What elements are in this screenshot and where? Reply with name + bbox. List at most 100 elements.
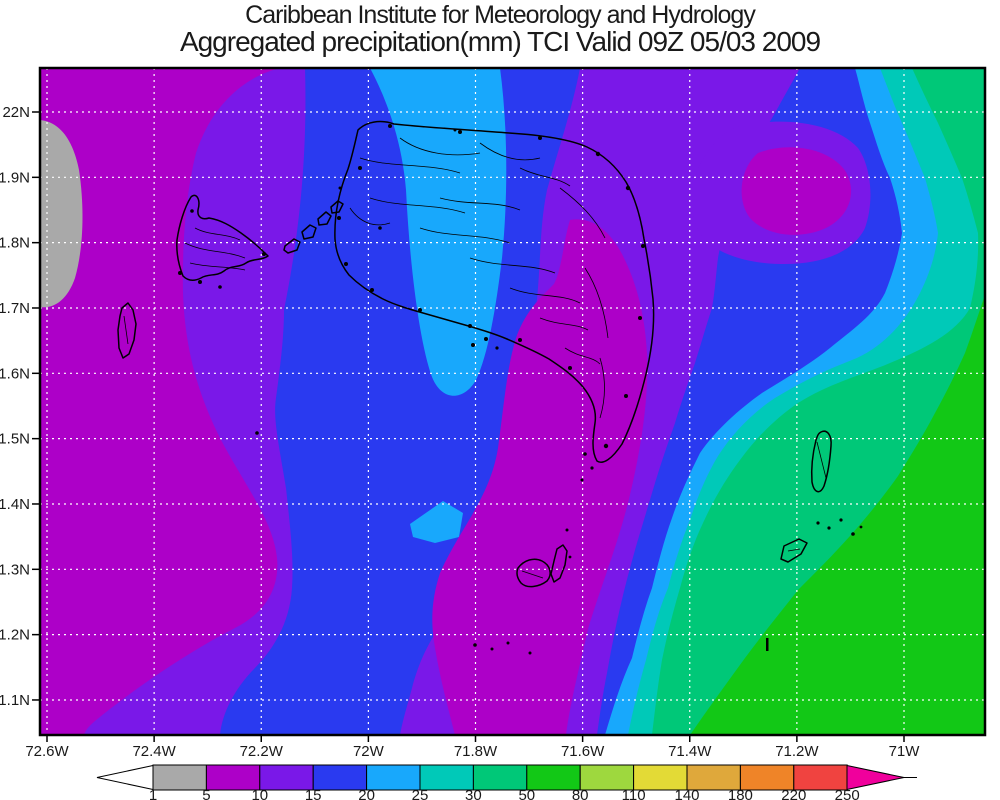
coastline-speck xyxy=(851,532,855,536)
colorbar-label-25: 25 xyxy=(412,787,429,800)
coastline-speck xyxy=(344,262,348,266)
lat-label-21.3N: 21.3N xyxy=(0,561,30,578)
colorbar-label-15: 15 xyxy=(305,787,322,800)
lat-label-21.9N: 21.9N xyxy=(0,169,30,186)
coastline-speck xyxy=(816,521,820,525)
coastline-speck xyxy=(471,343,475,347)
colorbar-underflow-arrow xyxy=(96,764,154,791)
coastline-speck xyxy=(625,185,631,191)
contour-region-20-25mm-small-pocket xyxy=(410,501,463,543)
longitude-axis: 72.6W 72.4W 72.2W 72W 71.8W 71.6W 71.4W 71.2W 71… xyxy=(25,735,920,760)
coastline-speck xyxy=(528,651,532,655)
island-long-cay xyxy=(550,544,568,583)
contour-region-50-80mm-southeast xyxy=(690,295,985,735)
colorbar-segment-1-5 xyxy=(152,764,207,791)
island-south-caicos-detail xyxy=(521,570,544,579)
coastline-speck xyxy=(190,209,194,213)
coastline-speck xyxy=(583,452,587,456)
coastline-speck xyxy=(506,641,510,645)
island-small-cay-dash xyxy=(766,638,769,651)
lat-label-21.1N: 21.1N xyxy=(0,692,30,709)
coastline-speck xyxy=(641,244,645,248)
lon-label-71.2W: 71.2W xyxy=(775,743,819,760)
colorbar-label-250: 250 xyxy=(835,787,860,800)
lat-label-21.7N: 21.7N xyxy=(0,300,30,317)
coastline-speck xyxy=(538,136,542,140)
coastline-speck xyxy=(378,226,382,230)
small-cays-and-blotches xyxy=(178,124,863,655)
lat-label-21.5N: 21.5N xyxy=(0,431,30,448)
lon-label-71.6W: 71.6W xyxy=(561,743,605,760)
coastline-speck xyxy=(603,443,609,449)
coastline-speck xyxy=(388,124,392,128)
colorbar-label-5: 5 xyxy=(202,787,210,800)
map-plot-area xyxy=(38,66,987,737)
coastline-speck xyxy=(262,252,266,256)
colorbar-segment-220-250 xyxy=(793,764,848,791)
island-salt-cay-detail xyxy=(787,548,801,552)
coastline-speck xyxy=(595,151,601,157)
island-grand-turk-detail xyxy=(816,441,827,479)
contour-region-5-10mm-west xyxy=(40,68,280,735)
lat-lon-gridlines xyxy=(40,68,985,735)
coastline-speck xyxy=(338,186,342,190)
coastline-speck xyxy=(484,337,488,341)
island-west-caicos-detail xyxy=(123,315,129,345)
lon-label-71.8W: 71.8W xyxy=(454,743,498,760)
figure-title-institution: Caribbean Institute for Meteorology and … xyxy=(245,1,756,29)
lat-label-22N: 22N xyxy=(2,104,30,121)
coastline-speck xyxy=(255,431,259,435)
colorbar-label-180: 180 xyxy=(728,787,753,800)
coastline-speck xyxy=(468,324,472,328)
coastline-speck xyxy=(859,525,863,529)
coastline-speck xyxy=(568,555,572,559)
coastline-speck xyxy=(453,128,457,132)
colorbar-label-50: 50 xyxy=(518,787,535,800)
lon-label-72.2W: 72.2W xyxy=(240,743,284,760)
lat-label-21.2N: 21.2N xyxy=(0,627,30,644)
coastline-speck xyxy=(565,528,569,532)
coastline-speck xyxy=(370,288,374,292)
coastline-speck xyxy=(418,308,422,312)
island-caicos-complex xyxy=(334,120,655,463)
colorbar-label-220: 220 xyxy=(781,787,806,800)
coastline-speck xyxy=(178,271,182,275)
coastline-speck xyxy=(337,216,341,220)
coastline-speck xyxy=(490,647,494,651)
lat-label-21.4N: 21.4N xyxy=(0,496,30,513)
coastline-speck xyxy=(827,526,831,530)
coastline-speck xyxy=(590,466,594,470)
lon-label-71.4W: 71.4W xyxy=(668,743,712,760)
contour-region-5-10mm-central-band xyxy=(432,219,648,735)
island-west-caicos xyxy=(117,302,137,359)
coastline-speck xyxy=(518,338,522,342)
island-providenciales xyxy=(176,194,269,281)
lat-label-21.8N: 21.8N xyxy=(0,235,30,252)
coastline-speck xyxy=(473,643,477,647)
map-border xyxy=(38,66,987,737)
island-salt-cay xyxy=(780,538,808,563)
colorbar-label-80: 80 xyxy=(572,787,589,800)
coastline-speck xyxy=(495,346,499,350)
island-providenciales-detail xyxy=(184,227,246,271)
coastlines-layer xyxy=(117,120,832,651)
lon-label-72.4W: 72.4W xyxy=(132,743,176,760)
colorbar-label-10: 10 xyxy=(251,787,268,800)
coastline-speck xyxy=(358,166,362,170)
contour-region-1-5mm-west-pocket xyxy=(40,120,83,308)
colorbar-overflow-arrow xyxy=(846,764,905,791)
precipitation-colorbar: 1 5 10 15 20 25 30 50 80 110 140 180 220 250 xyxy=(96,764,917,800)
colorbar-label-20: 20 xyxy=(358,787,375,800)
island-caicos-complex-detail xyxy=(349,137,609,419)
figure-title-product: Aggregated precipitation(mm) TCI Valid 0… xyxy=(179,26,821,57)
coastline-speck xyxy=(580,478,584,482)
lon-label-72W: 72W xyxy=(353,743,385,760)
island-chain-cays xyxy=(283,200,344,254)
colorbar-segment-15-20 xyxy=(312,764,368,791)
island-grand-turk xyxy=(811,430,832,493)
contour-region-5-10mm-swirl-core xyxy=(741,147,852,235)
lon-label-71W: 71W xyxy=(889,743,921,760)
coastline-speck xyxy=(839,518,843,522)
